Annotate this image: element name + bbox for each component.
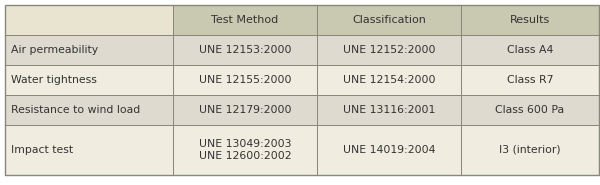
Text: UNE 12153:2000: UNE 12153:2000	[199, 45, 291, 55]
Bar	[461, 5, 599, 35]
Bar	[461, 95, 599, 125]
Bar	[5, 65, 173, 95]
Text: UNE 12179:2000: UNE 12179:2000	[199, 105, 291, 115]
Bar	[5, 5, 173, 35]
Text: Water tightness: Water tightness	[11, 75, 97, 85]
Text: Air permeability: Air permeability	[11, 45, 98, 55]
Bar	[317, 95, 461, 125]
Bar	[461, 35, 599, 65]
Text: Class R7: Class R7	[507, 75, 553, 85]
Bar	[317, 5, 461, 35]
Bar	[5, 35, 173, 65]
Text: Resistance to wind load: Resistance to wind load	[11, 105, 140, 115]
Bar	[173, 65, 317, 95]
Text: UNE 14019:2004: UNE 14019:2004	[343, 145, 435, 155]
Text: Results: Results	[510, 15, 550, 25]
Text: Impact test: Impact test	[11, 145, 73, 155]
Text: UNE 12154:2000: UNE 12154:2000	[343, 75, 435, 85]
Bar	[317, 125, 461, 175]
Text: I3 (interior): I3 (interior)	[499, 145, 561, 155]
Bar	[173, 95, 317, 125]
Text: Classification: Classification	[352, 15, 426, 25]
Bar	[5, 125, 173, 175]
Text: UNE 12155:2000: UNE 12155:2000	[199, 75, 291, 85]
Bar	[461, 65, 599, 95]
Text: Class A4: Class A4	[507, 45, 553, 55]
Text: Test Method: Test Method	[211, 15, 278, 25]
Text: UNE 13049:2003
UNE 12600:2002: UNE 13049:2003 UNE 12600:2002	[199, 139, 292, 161]
Bar	[173, 5, 317, 35]
Bar	[317, 35, 461, 65]
Text: Class 600 Pa: Class 600 Pa	[496, 105, 565, 115]
Text: UNE 13116:2001: UNE 13116:2001	[343, 105, 435, 115]
Bar	[317, 65, 461, 95]
Bar	[173, 125, 317, 175]
Bar	[5, 95, 173, 125]
Bar	[173, 35, 317, 65]
Bar	[461, 125, 599, 175]
Text: UNE 12152:2000: UNE 12152:2000	[343, 45, 435, 55]
